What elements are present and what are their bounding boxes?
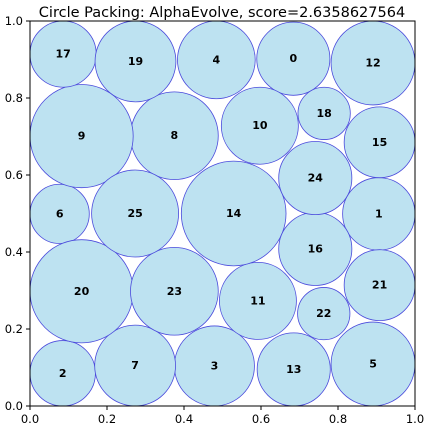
circle-label-9: 9	[78, 130, 86, 143]
y-tick-label: 0.6	[5, 168, 23, 182]
circle-label-13: 13	[286, 363, 301, 376]
y-tick-label: 0.4	[5, 245, 23, 259]
circle-label-19: 19	[128, 55, 143, 68]
x-tick-label: 0.6	[252, 412, 270, 426]
circle-label-14: 14	[226, 207, 242, 220]
circle-23	[130, 246, 219, 336]
circle-label-21: 21	[372, 279, 387, 292]
x-tick-label: 0.0	[21, 412, 39, 426]
circle-label-10: 10	[252, 119, 268, 132]
circle-label-7: 7	[131, 359, 139, 372]
circle-label-6: 6	[56, 207, 64, 220]
chart-title: Circle Packing: AlphaEvolve, score=2.635…	[39, 5, 405, 21]
circle-label-25: 25	[127, 207, 142, 220]
x-tick-label: 0.8	[329, 412, 347, 426]
circle-label-16: 16	[308, 242, 324, 255]
circle-label-12: 12	[365, 56, 380, 69]
circle-24	[278, 141, 353, 216]
y-tick-label: 0.8	[5, 91, 23, 105]
circle-label-4: 4	[213, 53, 221, 66]
circle-label-3: 3	[211, 359, 219, 372]
x-tick-label: 1.0	[406, 412, 424, 426]
axes-layer: 0.0 0.2 0.4 0.6 0.8 1.0 0.0 0.2 0.4 0.6 0.8 1.0	[5, 14, 424, 426]
circle-0	[256, 21, 331, 96]
circle-label-18: 18	[316, 107, 331, 120]
y-tick-label: 1.0	[5, 14, 23, 28]
circle-label-22: 22	[316, 307, 331, 320]
y-tick-label: 0.2	[5, 322, 23, 336]
circle-label-17: 17	[55, 48, 70, 61]
x-tick-label: 0.2	[98, 412, 116, 426]
circle-label-20: 20	[74, 285, 90, 298]
plot-frame	[29, 20, 416, 407]
circle-18	[297, 86, 351, 140]
circle-14	[180, 160, 287, 267]
circle-25	[91, 169, 180, 258]
circle-label-15: 15	[372, 136, 387, 149]
circle-label-0: 0	[290, 52, 298, 65]
y-tick-label: 0.0	[5, 399, 23, 413]
circle-label-1: 1	[375, 207, 383, 220]
circle-label-24: 24	[308, 172, 324, 185]
circle-10	[220, 86, 299, 165]
circle-label-23: 23	[167, 285, 182, 298]
x-tick-label: 0.4	[175, 412, 193, 426]
circle-label-8: 8	[171, 129, 179, 142]
circle-22	[297, 287, 351, 341]
circle-11	[219, 261, 297, 340]
circle-label-11: 11	[250, 294, 265, 307]
circle-label-5: 5	[369, 358, 377, 371]
circle-label-2: 2	[59, 367, 67, 380]
